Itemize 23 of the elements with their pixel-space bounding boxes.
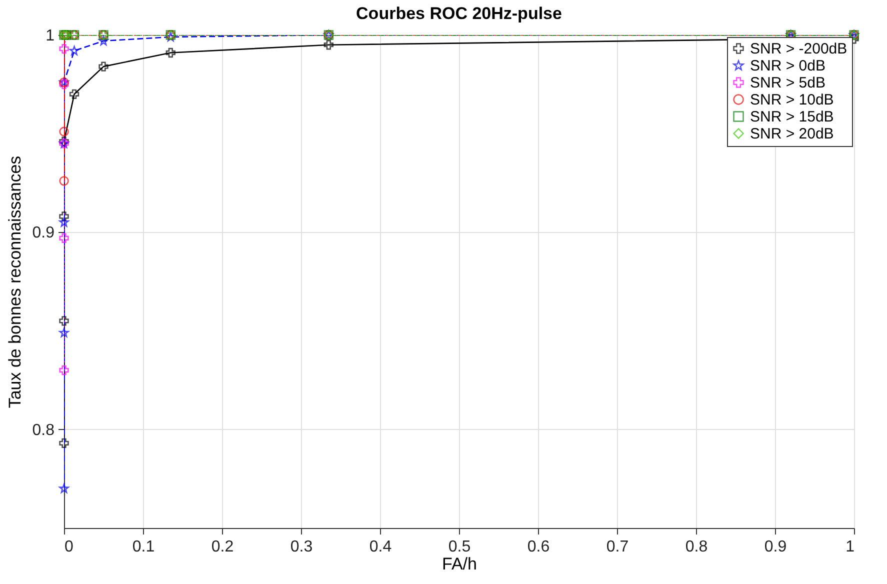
x-tick-label: 0.1 bbox=[132, 538, 155, 556]
legend-label: SNR > 15dB bbox=[750, 108, 834, 126]
legend-label: SNR > 10dB bbox=[750, 92, 834, 108]
y-tick-label: 0.8 bbox=[32, 422, 55, 439]
chart-title: Courbes ROC 20Hz-pulse bbox=[356, 4, 562, 23]
x-tick-label: 0.5 bbox=[448, 538, 471, 556]
legend-label: SNR > 5dB bbox=[750, 74, 826, 92]
x-tick-label: 1 bbox=[846, 538, 855, 556]
legend-label: SNR > 0dB bbox=[750, 58, 826, 74]
legend-label: SNR > 20dB bbox=[750, 126, 834, 142]
legend-label: SNR > -200dB bbox=[750, 40, 848, 58]
y-axis-title: Taux de bonnes reconnaissances bbox=[5, 156, 24, 408]
x-tick-label: 0.9 bbox=[764, 538, 787, 556]
y-tick-label: 1 bbox=[46, 28, 55, 44]
y-tick-label: 0.9 bbox=[32, 224, 55, 242]
x-tick-label: 0.4 bbox=[369, 538, 392, 556]
x-tick-label: 0.8 bbox=[685, 538, 708, 556]
x-tick-label: 0.3 bbox=[290, 538, 313, 556]
x-tick-label: 0.2 bbox=[211, 538, 234, 556]
x-tick-label: 0.6 bbox=[527, 538, 550, 556]
x-tick-label: 0 bbox=[64, 538, 74, 556]
x-axis-title: FA/h bbox=[442, 554, 477, 574]
x-tick-label: 0.7 bbox=[606, 538, 629, 556]
